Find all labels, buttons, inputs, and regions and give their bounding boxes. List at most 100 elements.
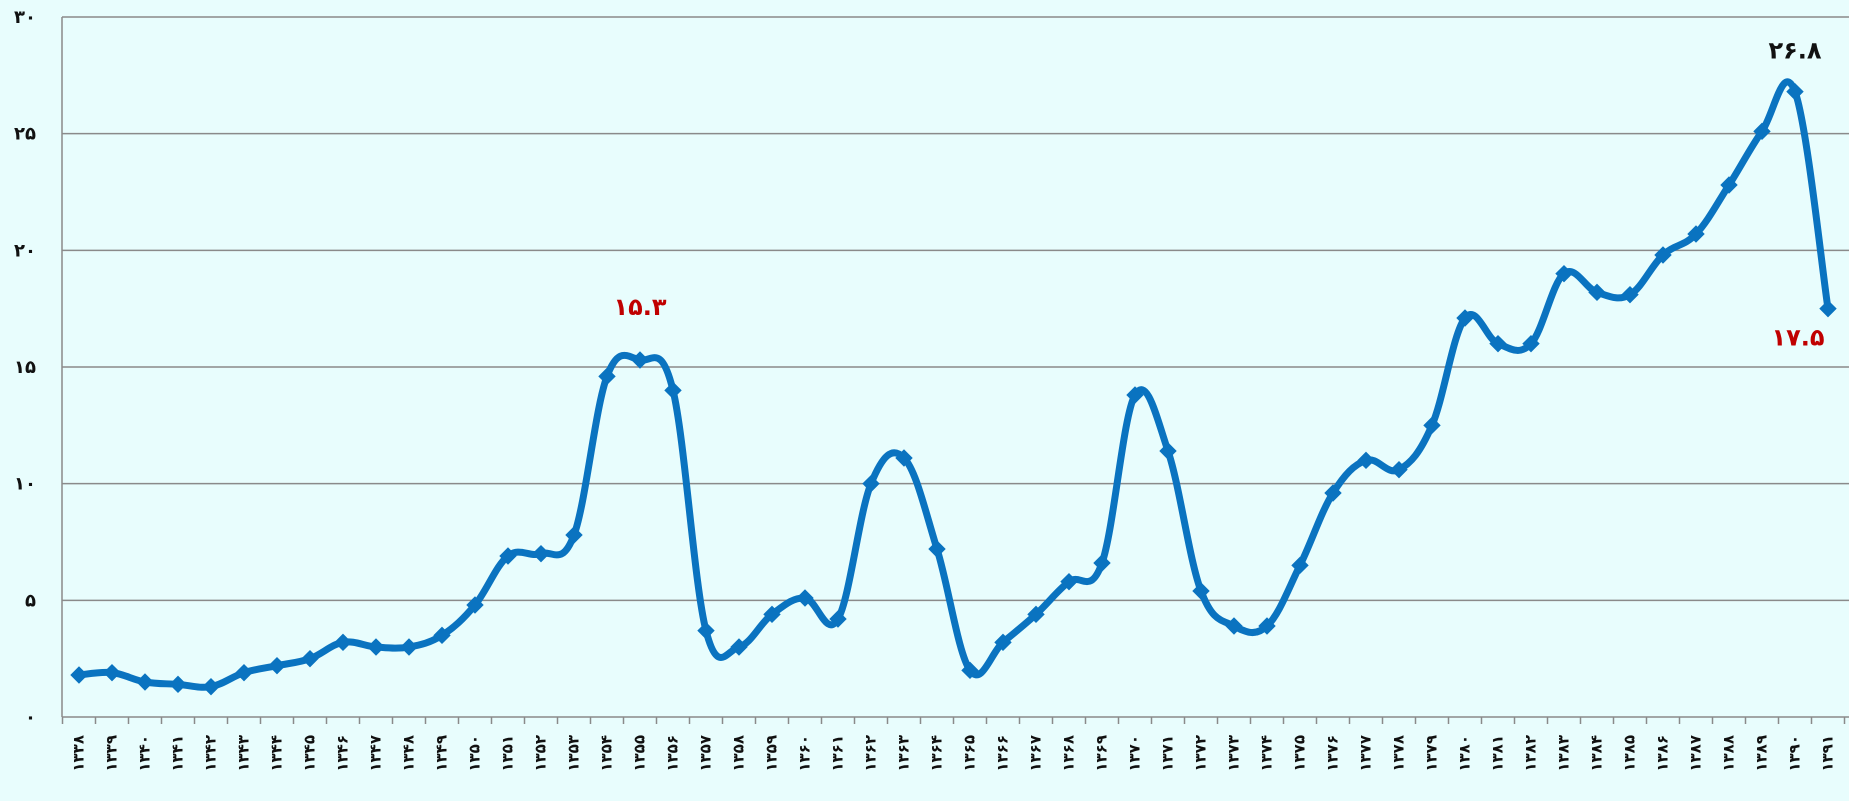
data-point [1390,460,1408,479]
data-point [1258,617,1276,635]
data-point [1753,122,1771,141]
y-tick-label: ۱۵ [14,357,36,378]
x-tick-label: ۱۳۶۹ [1093,735,1111,772]
data-point [499,547,517,565]
x-tick-label: ۱۳۶۵ [961,735,979,772]
x-tick-label: ۱۳۸۱ [1489,735,1507,772]
x-tick-label: ۱۳۴۵ [301,735,319,772]
data-point [532,544,550,563]
data-label-annotation: ۱۷.۵ [1771,324,1824,352]
x-tick-label: ۱۳۷۶ [1324,735,1342,772]
x-tick-label: ۱۳۴۳ [235,735,253,772]
x-tick-label: ۱۳۸۳ [1555,735,1573,772]
x-tick-label: ۱۳۶۸ [1060,735,1078,772]
data-point [961,661,979,680]
data-point [1027,605,1045,624]
data-point [1654,246,1672,264]
data-point [235,663,253,682]
data-point [1621,285,1639,304]
y-tick-label: ۵ [25,590,36,611]
x-tick-label: ۱۳۴۸ [400,735,418,772]
x-tick-label: ۱۳۵۲ [532,735,550,772]
x-tick-label: ۱۳۸۲ [1522,735,1540,772]
x-tick-label: ۱۳۶۷ [1027,735,1045,772]
data-point [1588,283,1606,302]
y-tick-label: ۲۵ [14,124,36,145]
x-tick-label: ۱۳۶۳ [895,735,913,772]
data-point [1489,334,1507,353]
data-point [367,638,385,656]
y-tick-label: ۳۰ [14,7,36,28]
data-point [1192,582,1210,600]
x-tick-label: ۱۳۵۱ [499,735,517,772]
data-label-annotation: ۲۶.۸ [1768,37,1821,65]
x-tick-label: ۱۳۵۸ [730,735,748,772]
data-point [1126,386,1144,404]
x-tick-label: ۱۳۶۲ [862,735,880,772]
x-tick-label: ۱۳۵۹ [763,735,781,772]
data-point [1786,82,1804,101]
data-point [1456,309,1474,327]
data-point [895,449,913,467]
data-point [103,663,121,682]
data-point [829,610,847,628]
x-tick-label: ۱۳۹۱ [1819,735,1837,772]
data-point [1720,176,1738,194]
x-tick-label: ۱۳۷۵ [1291,735,1309,772]
x-tick-label: ۱۳۵۳ [565,735,583,772]
x-axis-tick-labels: ۱۳۳۸ ۱۳۳۹ ۱۳۴۰ ۱۳۴۱ ۱۳۴۲ ۱۳۴۳ ۱۳۴۴ ۱۳۴۵ ۱۳۴۶ ۱۳۴۷… [70,735,1837,772]
data-point [202,677,220,696]
x-tick-label: ۱۳۷۲ [1192,735,1210,772]
x-tick-label: ۱۳۸۴ [1588,735,1606,772]
data-point [697,621,715,640]
data-point [796,589,814,607]
y-tick-label: ۲۰ [14,240,36,261]
x-tick-label: ۱۳۷۷ [1357,735,1375,772]
x-tick-label: ۱۳۴۱ [169,735,187,772]
data-point [70,666,88,684]
data-point [334,633,352,652]
data-point [169,675,187,694]
data-point [400,638,418,656]
x-tick-label: ۱۳۶۴ [928,735,946,772]
x-tick-label: ۱۳۸۹ [1753,735,1771,772]
x-tick-label: ۱۳۷۴ [1258,735,1276,772]
x-tick-label: ۱۳۵۵ [631,735,649,772]
axes [61,17,1849,724]
y-tick-label: ۱۰ [14,474,36,495]
x-tick-label: ۱۳۶۰ [796,735,814,772]
x-tick-label: ۱۳۵۶ [664,735,682,772]
gridlines [62,16,1849,602]
data-point [1687,225,1705,243]
x-tick-label: ۱۳۶۱ [829,735,847,772]
x-tick-label: ۱۳۴۶ [334,735,352,772]
x-tick-label: ۱۳۷۹ [1423,735,1441,772]
x-tick-label: ۱۳۵۷ [697,735,715,772]
data-point [862,474,880,493]
x-tick-label: ۱۳۴۷ [367,735,385,772]
annotations: ۱۵.۳ ۲۶.۸ ۱۷.۵ [613,37,1824,352]
x-tick-label: ۱۳۴۰ [136,735,154,772]
data-point [598,367,616,386]
x-tick-label: ۱۳۷۸ [1390,735,1408,772]
data-point [1423,416,1441,435]
data-points [70,82,1837,696]
y-tick-label: ۰ [25,707,36,728]
data-point [1225,617,1243,635]
data-point [466,596,484,614]
x-tick-label: ۱۳۸۵ [1621,735,1639,772]
data-point [1555,264,1573,283]
x-tick-label: ۱۳۷۰ [1126,735,1144,772]
x-tick-label: ۱۳۴۲ [202,735,220,772]
data-point [1159,442,1177,460]
x-tick-label: ۱۳۸۰ [1456,735,1474,772]
data-point [994,633,1012,652]
data-point [1060,572,1078,591]
data-point [433,626,451,645]
data-point [730,638,748,656]
x-tick-label: ۱۳۷۱ [1159,735,1177,772]
x-tick-label: ۱۳۳۸ [70,735,88,772]
x-tick-label: ۱۳۴۴ [268,735,286,772]
data-point [268,656,286,675]
